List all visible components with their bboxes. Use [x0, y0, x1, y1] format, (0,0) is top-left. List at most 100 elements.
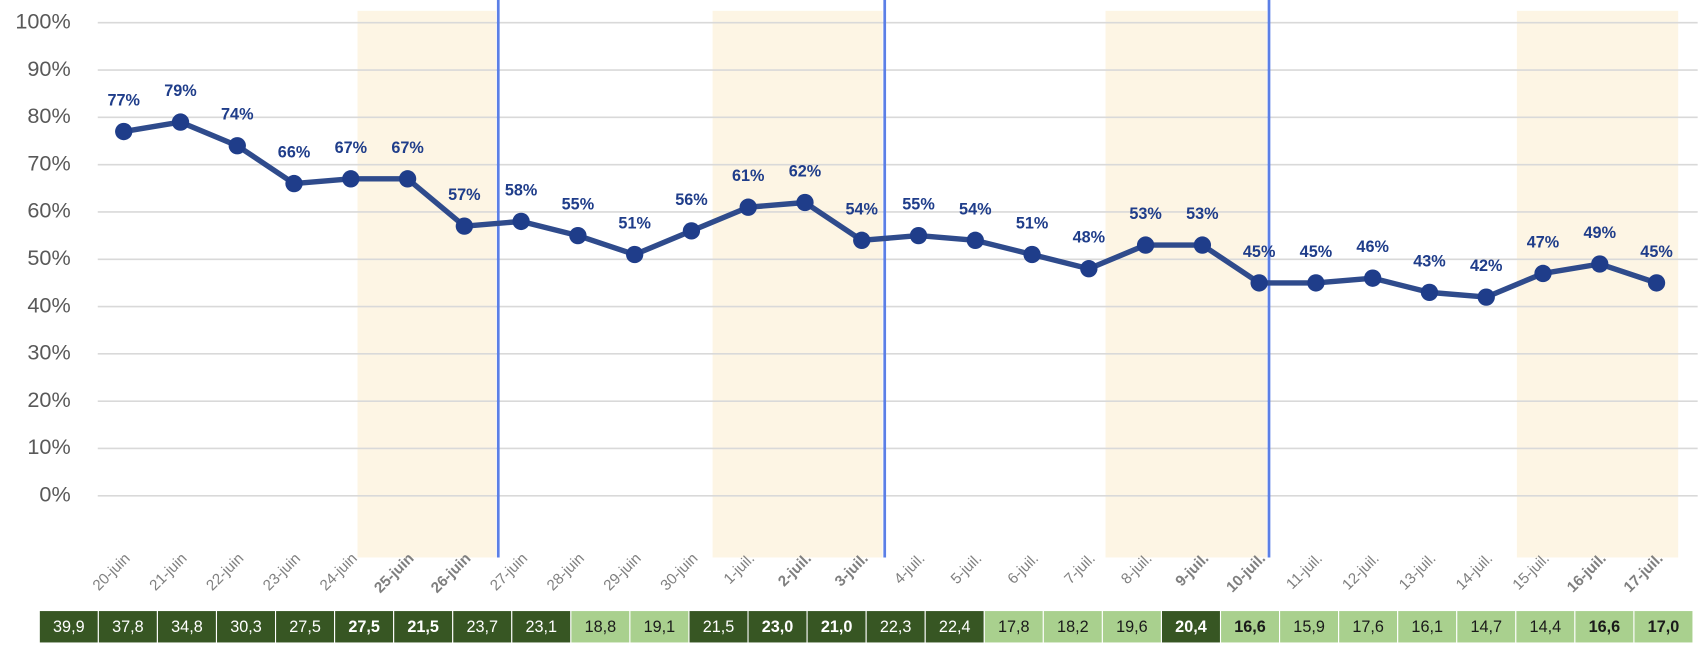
y-tick-label: 20% — [27, 387, 70, 412]
table-cell-text: 21,5 — [407, 618, 439, 636]
table-cell-text: 16,1 — [1411, 618, 1443, 636]
x-tick-label: 22-juin — [203, 550, 247, 594]
table-cell-text: 22,3 — [880, 618, 912, 636]
data-point — [1307, 274, 1325, 292]
x-tick-label: 5-juil. — [948, 550, 986, 588]
table-cell — [1633, 609, 1694, 644]
x-tick-label: 12-juil. — [1339, 550, 1383, 594]
table-cell — [97, 609, 158, 644]
data-label: 67% — [391, 139, 423, 157]
table-cell — [570, 609, 631, 644]
data-label: 45% — [1640, 243, 1672, 261]
y-tick-label: 70% — [27, 150, 70, 175]
x-tick-label: 4-juil. — [891, 550, 929, 588]
data-label: 56% — [675, 191, 707, 209]
table-cell-text: 17,6 — [1352, 618, 1384, 636]
data-point — [909, 226, 928, 245]
data-label: 55% — [902, 196, 934, 214]
x-tick-label: 21-juin — [146, 550, 190, 594]
weekend-band — [357, 10, 497, 558]
table-cell — [156, 609, 218, 644]
table-cell-text: 14,4 — [1530, 618, 1562, 636]
data-point — [1477, 288, 1495, 306]
data-label: 58% — [505, 181, 537, 199]
table-cell-text: 18,8 — [585, 618, 617, 636]
table-cell-text: 27,5 — [348, 618, 380, 636]
table-cell — [1397, 609, 1458, 644]
x-tick-label: 29-juin — [600, 550, 644, 594]
table-cell-text: 30,3 — [230, 618, 262, 636]
table-cell-text: 22,4 — [939, 618, 971, 636]
data-point — [398, 170, 417, 188]
data-point — [853, 231, 871, 249]
table-cell — [1042, 609, 1103, 644]
table-cell — [274, 609, 336, 644]
data-label: 55% — [562, 196, 594, 214]
table-cell-text: 20,4 — [1175, 618, 1207, 636]
x-tick-label: 28-juin — [544, 550, 588, 594]
data-label: 42% — [1470, 257, 1502, 275]
y-tick-label: 30% — [27, 340, 70, 365]
table-cell — [806, 609, 867, 644]
table-cell — [1219, 609, 1281, 644]
data-label: 62% — [789, 162, 821, 180]
data-point — [455, 217, 474, 235]
data-label: 51% — [618, 214, 650, 232]
table-cell-text: 21,0 — [821, 618, 853, 636]
data-label: 48% — [1073, 229, 1105, 247]
table-cell-text: 23,0 — [762, 618, 794, 636]
x-tick-label: 20-juin — [90, 550, 134, 594]
data-point — [1420, 283, 1439, 302]
y-tick-label: 0% — [39, 481, 70, 506]
x-tick-label: 14-juil. — [1453, 550, 1497, 594]
data-point — [115, 122, 133, 141]
table-cell-text: 17,0 — [1648, 618, 1680, 636]
data-label: 54% — [959, 200, 991, 218]
data-label: 57% — [448, 186, 480, 204]
y-tick-label: 80% — [27, 103, 70, 128]
data-point — [966, 231, 984, 249]
data-label: 54% — [846, 200, 878, 218]
table-cell — [1101, 609, 1162, 644]
data-point — [512, 212, 530, 231]
x-tick-label: 24-juin — [317, 550, 361, 594]
y-tick-label: 60% — [27, 198, 70, 223]
data-point — [1647, 274, 1666, 292]
data-point — [626, 245, 644, 264]
data-label: 43% — [1413, 252, 1445, 270]
data-label: 47% — [1527, 233, 1559, 251]
x-tick-label: 23-juin — [260, 550, 304, 594]
data-point — [1250, 274, 1268, 292]
data-label: 45% — [1243, 243, 1275, 261]
table-cell-text: 16,6 — [1234, 618, 1266, 636]
x-tick-label: 30-juin — [657, 550, 701, 594]
data-point — [171, 113, 190, 131]
data-point — [342, 170, 360, 188]
y-tick-label: 10% — [27, 434, 70, 459]
table-cell-text: 39,9 — [53, 618, 85, 636]
data-point — [1364, 269, 1382, 287]
data-label: 77% — [107, 92, 139, 110]
data-label: 74% — [221, 106, 253, 124]
weekend-band — [712, 10, 883, 558]
table-cell — [865, 609, 926, 644]
data-point — [1591, 255, 1609, 273]
x-tick-label: 7-juil. — [1061, 550, 1099, 588]
table-cell-text: 27,5 — [289, 618, 321, 636]
data-label: 46% — [1356, 238, 1388, 256]
y-tick-label: 90% — [27, 56, 70, 81]
table-cell-text: 21,5 — [703, 618, 735, 636]
table-cell — [511, 609, 572, 644]
data-label: 66% — [278, 144, 310, 162]
table-cell-text: 15,9 — [1293, 618, 1325, 636]
data-point — [1023, 245, 1041, 264]
table-cell-text: 23,1 — [526, 618, 558, 636]
data-label: 67% — [335, 139, 367, 157]
data-label: 49% — [1584, 224, 1616, 242]
x-tick-label: 13-juil. — [1396, 550, 1440, 594]
data-label: 53% — [1186, 205, 1218, 223]
data-label: 53% — [1129, 205, 1161, 223]
data-point — [796, 193, 814, 212]
